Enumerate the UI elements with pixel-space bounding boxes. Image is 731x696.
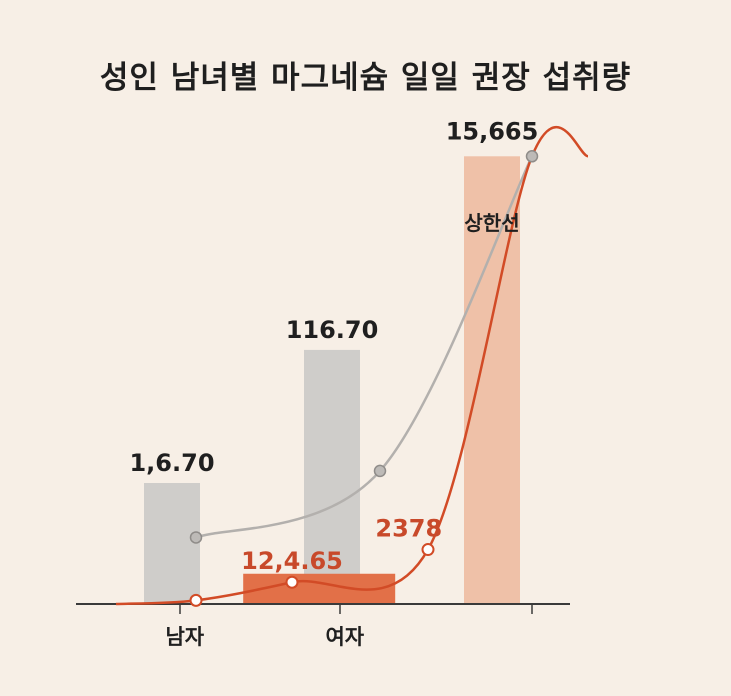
label-male-gray: 1,6.70 (129, 449, 214, 477)
label-female-orange: 12,4.65 (241, 547, 343, 575)
x-tick-label-1: 여자 (325, 625, 364, 649)
bar-gray-0 (144, 483, 200, 604)
red-line-point-2 (421, 543, 435, 557)
gray-line-point-2 (525, 150, 539, 163)
gray-line-point-1 (373, 464, 387, 478)
label-limit-title: 상한선 (464, 211, 519, 235)
label-red-line: 2378 (375, 515, 442, 543)
gray-trend-line (195, 155, 534, 539)
x-tick-label-0: 남자 (165, 625, 204, 649)
label-female-gray: 116.70 (286, 316, 379, 344)
red-line-point-1 (285, 575, 299, 589)
bar-gray-1 (304, 349, 360, 604)
red-line-point-0 (189, 593, 203, 607)
chart-title: 성인 남녀별 마그네슘 일일 권장 섭취량 (99, 60, 632, 96)
label-limit-value: 15,665 (446, 117, 539, 145)
gray-line-point-0 (189, 531, 203, 544)
